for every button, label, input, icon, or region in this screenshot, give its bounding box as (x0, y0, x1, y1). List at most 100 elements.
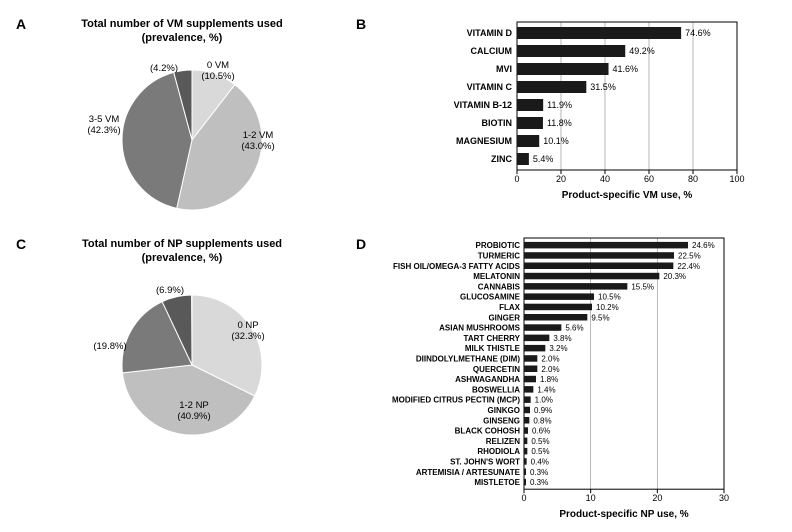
bar (517, 45, 625, 57)
pie-slice-label: > 5 NP(6.9%) (155, 274, 184, 296)
x-tick-label: 20 (652, 493, 662, 503)
bar (524, 396, 531, 403)
panel-letter-c: C (16, 236, 26, 252)
bar-value-label: 10.5% (598, 293, 621, 302)
bar-value-label: 0.3% (530, 468, 548, 477)
bar-chart-d: 0102030PROBIOTIC24.6%TURMERIC22.5%FISH O… (362, 232, 782, 522)
bar-value-label: 0.5% (531, 437, 549, 446)
plot-border (517, 22, 737, 170)
bar-value-label: 0.8% (533, 416, 551, 425)
x-tick-label: 20 (556, 174, 566, 184)
bar-d-svg: 0102030PROBIOTIC24.6%TURMERIC22.5%FISH O… (362, 232, 782, 522)
bar-chart-b: 020406080100VITAMIN D74.6%CALCIUM49.2%MV… (362, 12, 782, 212)
bar (524, 386, 533, 393)
x-tick-label: 0 (521, 493, 526, 503)
panel-a-title-line2: (prevalence, %) (142, 32, 223, 44)
bar-category-label: FLAX (499, 303, 521, 312)
bar-value-label: 1.8% (540, 375, 558, 384)
bar-category-label: GINGER (488, 313, 520, 322)
bar-category-label: GINKGO (488, 406, 520, 415)
bar-category-label: CANNABIS (478, 282, 521, 291)
bar-category-label: MODIFIED CITRUS PECTIN (MCP) (392, 396, 520, 405)
bar (524, 304, 592, 311)
bar-value-label: 3.8% (553, 334, 571, 343)
bar (524, 345, 545, 352)
bar-category-label: VITAMIN D (467, 28, 513, 38)
bar-category-label: DIINDOLYLMETHANE (DIM) (416, 354, 520, 363)
bar (517, 63, 609, 75)
bar-value-label: 3.2% (549, 344, 567, 353)
x-tick-label: 60 (644, 174, 654, 184)
pie-slice-label: 3-5 VM(42.3%) (87, 114, 120, 136)
bar (524, 469, 526, 476)
bar (524, 263, 673, 270)
bar-category-label: ASHWAGANDHA (455, 375, 520, 384)
panel-c-title-line2: (prevalence, %) (142, 252, 223, 264)
bar-value-label: 5.4% (533, 154, 554, 164)
pie-c-wrap: 0 NP(32.3%)1-2 NP(40.9%)3-5 NP(19.8%)> 5… (12, 270, 352, 450)
panel-d: D 0102030PROBIOTIC24.6%TURMERIC22.5%FISH… (352, 232, 782, 532)
x-tick-label: 0 (514, 174, 519, 184)
panel-a-title: Total number of VM supplements used (pre… (12, 18, 352, 46)
x-tick-label: 80 (688, 174, 698, 184)
bar (524, 407, 530, 414)
bar-value-label: 1.0% (535, 396, 553, 405)
bar-category-label: MISTLETOE (474, 478, 520, 487)
bar-category-label: PROBIOTIC (476, 241, 521, 250)
bar-category-label: ZINC (491, 154, 512, 164)
bar-value-label: 10.1% (543, 136, 569, 146)
bar-value-label: 20.3% (663, 272, 686, 281)
bar-value-label: 2.0% (541, 365, 559, 374)
panel-b: B 020406080100VITAMIN D74.6%CALCIUM49.2%… (352, 12, 782, 232)
pie-slice-label: 1-2 VM(43.0%) (241, 130, 274, 152)
bar-category-label: BIOTIN (482, 118, 513, 128)
pie-slice-label: 0 VM(10.5%) (201, 60, 234, 82)
bar-value-label: 49.2% (629, 46, 655, 56)
bar-category-label: RHODIOLA (477, 447, 520, 456)
pie-slice-label: 3-5 NP(19.8%) (93, 330, 126, 352)
bar (524, 335, 549, 342)
panel-a: A Total number of VM supplements used (p… (12, 12, 352, 232)
bar (517, 81, 586, 93)
bar-category-label: BLACK COHOSH (455, 427, 521, 436)
bar-value-label: 0.5% (531, 447, 549, 456)
bar-category-label: MAGNESIUM (456, 136, 512, 146)
bar-value-label: 0.6% (532, 427, 550, 436)
bar (524, 448, 527, 455)
bar-category-label: GINSENG (483, 416, 520, 425)
bar (524, 252, 674, 259)
bar-category-label: ASIAN MUSHROOMS (439, 324, 521, 333)
bar (524, 355, 537, 362)
panel-letter-a: A (16, 16, 26, 32)
pie-a-svg: 0 VM(10.5%)1-2 VM(43.0%)3-5 VM(42.3%)> 5… (22, 50, 342, 220)
bar-category-label: MILK THISTLE (465, 344, 521, 353)
bar (524, 324, 561, 331)
pie-c-svg: 0 NP(32.3%)1-2 NP(40.9%)3-5 NP(19.8%)> 5… (22, 270, 342, 450)
bar-value-label: 1.4% (537, 385, 555, 394)
bar-value-label: 11.9% (547, 100, 572, 110)
bar-category-label: RELIZEN (486, 437, 520, 446)
panel-a-title-line1: Total number of VM supplements used (81, 18, 282, 30)
bar-category-label: GLUCOSAMINE (460, 293, 521, 302)
x-tick-label: 10 (586, 493, 596, 503)
bar-value-label: 22.4% (677, 262, 700, 271)
bar (524, 458, 527, 465)
bar-category-label: TART CHERRY (464, 334, 521, 343)
bar-value-label: 11.8% (547, 118, 572, 128)
bar (524, 283, 627, 290)
bar-category-label: MELATONIN (473, 272, 520, 281)
bar-value-label: 9.5% (591, 313, 609, 322)
bar (524, 366, 537, 373)
bar-category-label: VITAMIN C (467, 82, 513, 92)
bar-value-label: 0.9% (534, 406, 552, 415)
bar (524, 314, 587, 321)
bar (524, 293, 594, 300)
bar-value-label: 31.5% (590, 82, 616, 92)
bar (524, 438, 527, 445)
bar (524, 376, 536, 383)
x-tick-label: 40 (600, 174, 610, 184)
bar-value-label: 15.5% (631, 282, 654, 291)
bar-category-label: CALCIUM (471, 46, 513, 56)
bar (517, 135, 539, 147)
bar-value-label: 0.4% (531, 457, 549, 466)
